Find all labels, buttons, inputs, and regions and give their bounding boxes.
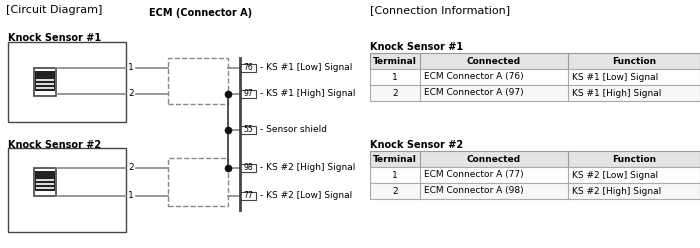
Text: 77: 77	[243, 191, 253, 200]
Bar	[35, 171, 55, 191]
Text: Knock Sensor #2: Knock Sensor #2	[370, 140, 463, 150]
Text: Function: Function	[612, 155, 656, 163]
Text: Connected: Connected	[467, 155, 521, 163]
Text: 1: 1	[392, 171, 398, 180]
Text: KS #2 [Low] Signal: KS #2 [Low] Signal	[572, 171, 658, 180]
Text: 55: 55	[243, 125, 253, 134]
Text: KS #2 [High] Signal: KS #2 [High] Signal	[572, 186, 662, 195]
Bar	[8, 148, 126, 232]
Text: 2: 2	[392, 89, 398, 97]
Bar	[168, 58, 228, 104]
Text: Function: Function	[612, 57, 656, 65]
Text: 2: 2	[392, 186, 398, 195]
Text: ECM Connector A (98): ECM Connector A (98)	[424, 186, 524, 195]
Text: 1: 1	[392, 72, 398, 82]
Bar	[34, 168, 56, 196]
Text: 2: 2	[128, 90, 134, 98]
Text: - Sensor shield: - Sensor shield	[260, 125, 327, 134]
Bar	[370, 53, 700, 69]
Bar	[240, 64, 256, 72]
Text: KS #1 [Low] Signal: KS #1 [Low] Signal	[572, 72, 658, 82]
Bar	[35, 71, 55, 91]
Text: Terminal: Terminal	[373, 57, 417, 65]
Text: ECM Connector A (77): ECM Connector A (77)	[424, 171, 524, 180]
Text: Terminal: Terminal	[373, 155, 417, 163]
Bar	[370, 167, 700, 183]
Bar	[34, 68, 56, 96]
Text: Connected: Connected	[467, 57, 521, 65]
Text: 97: 97	[243, 90, 253, 98]
Text: - KS #1 [High] Signal: - KS #1 [High] Signal	[260, 90, 356, 98]
Text: KS #1 [High] Signal: KS #1 [High] Signal	[572, 89, 662, 97]
Text: [Connection Information]: [Connection Information]	[370, 5, 510, 15]
Bar	[370, 69, 700, 85]
Text: 1: 1	[128, 191, 134, 200]
Text: ECM Connector A (76): ECM Connector A (76)	[424, 72, 524, 82]
Bar	[240, 126, 256, 134]
Bar	[240, 90, 256, 98]
Bar	[168, 158, 228, 206]
Text: 1: 1	[128, 63, 134, 72]
Text: ECM Connector A (97): ECM Connector A (97)	[424, 89, 524, 97]
Bar	[240, 192, 256, 200]
Text: Knock Sensor #1: Knock Sensor #1	[370, 42, 463, 52]
Text: 76: 76	[243, 63, 253, 72]
Text: - KS #2 [Low] Signal: - KS #2 [Low] Signal	[260, 191, 352, 200]
Text: [Circuit Diagram]: [Circuit Diagram]	[6, 5, 102, 15]
Text: Knock Sensor #1: Knock Sensor #1	[8, 33, 101, 43]
Text: - KS #2 [High] Signal: - KS #2 [High] Signal	[260, 163, 356, 173]
Bar	[370, 183, 700, 199]
Text: ECM (Connector A): ECM (Connector A)	[149, 8, 252, 18]
Text: 2: 2	[128, 163, 134, 173]
Text: 98: 98	[243, 163, 253, 173]
Bar	[240, 164, 256, 172]
Text: - KS #1 [Low] Signal: - KS #1 [Low] Signal	[260, 63, 352, 72]
Text: Knock Sensor #2: Knock Sensor #2	[8, 140, 101, 150]
Bar	[8, 42, 126, 122]
Bar	[370, 151, 700, 167]
Bar	[370, 85, 700, 101]
